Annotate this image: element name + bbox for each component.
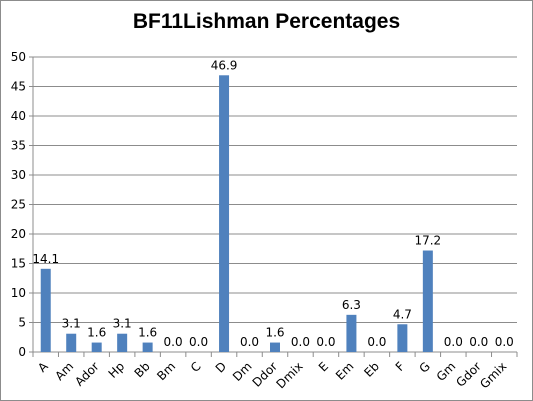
bar-Ador — [91, 342, 102, 352]
data-label-Gdor: 0.0 — [469, 335, 488, 349]
bar-Em — [346, 314, 357, 352]
bar-Bb — [142, 342, 153, 352]
data-label-A: 14.1 — [32, 252, 59, 266]
x-tick-label-Bm: Bm — [154, 359, 178, 383]
bar-F — [397, 324, 408, 352]
y-tick-label: 20 — [11, 227, 26, 241]
y-tick-label: 0 — [18, 345, 26, 359]
x-tick-label-Ddor: Ddor — [250, 359, 281, 390]
data-label-Em: 6.3 — [342, 298, 361, 312]
x-tick-label-G: G — [416, 359, 432, 375]
y-tick-label: 5 — [18, 316, 26, 330]
data-label-Eb: 0.0 — [367, 335, 386, 349]
bar-Hp — [117, 333, 128, 352]
axes — [29, 56, 518, 357]
y-tick-label: 25 — [11, 198, 26, 212]
y-tick-label: 30 — [11, 168, 26, 182]
data-label-F: 4.7 — [393, 307, 412, 321]
data-label-C: 0.0 — [189, 335, 208, 349]
x-tick-label-D: D — [213, 359, 229, 375]
x-tick-label-F: F — [393, 359, 408, 374]
data-label-Bm: 0.0 — [164, 335, 183, 349]
x-tick-label-Ador: Ador — [72, 359, 102, 389]
data-label-Bb: 1.6 — [138, 326, 157, 340]
x-tick-label-Bb: Bb — [132, 359, 153, 380]
data-label-Am: 3.1 — [62, 317, 81, 331]
y-tick-label: 15 — [11, 257, 26, 271]
y-tick-label: 35 — [11, 139, 26, 153]
bars — [40, 75, 433, 352]
bar-G — [422, 250, 433, 352]
data-label-Dmix: 0.0 — [291, 335, 310, 349]
x-tick-label-Eb: Eb — [361, 359, 382, 380]
data-label-Gm: 0.0 — [444, 335, 463, 349]
data-label-Gmix: 0.0 — [495, 335, 514, 349]
data-label-D: 46.9 — [211, 58, 238, 72]
gridlines — [33, 56, 517, 323]
data-label-E: 0.0 — [316, 335, 335, 349]
y-tick-label: 10 — [11, 286, 26, 300]
data-label-G: 17.2 — [414, 234, 441, 248]
x-tick-label-Gdor: Gdor — [453, 359, 484, 390]
x-tick-label-Hp: Hp — [106, 359, 128, 381]
chart-title: BF11Lishman Percentages — [132, 10, 401, 33]
data-labels: 14.1 3.1 1.6 3.1 1.6 0.0 0.0 46.9 0.0 1.6 0.0 0.0 6.… — [32, 58, 513, 349]
bar-A — [40, 268, 51, 352]
x-tick-label-E: E — [316, 359, 331, 374]
bar-Am — [66, 333, 77, 352]
x-tick-label-Dmix: Dmix — [274, 359, 306, 391]
data-label-Ddor: 1.6 — [265, 326, 284, 340]
y-tick-label: 40 — [11, 109, 26, 123]
y-tick-label: 45 — [11, 80, 26, 94]
data-label-Ador: 1.6 — [87, 326, 106, 340]
y-tick-label: 50 — [11, 50, 26, 64]
x-tick-label-Em: Em — [333, 359, 357, 383]
bar-Ddor — [270, 342, 280, 352]
data-label-Hp: 3.1 — [113, 317, 132, 331]
bar-D — [219, 75, 230, 352]
x-tick-label-A: A — [35, 359, 51, 375]
x-tick-label-Gmix: Gmix — [477, 359, 509, 391]
data-label-Dm: 0.0 — [240, 335, 259, 349]
y-tick-labels: 0 5 10 15 20 25 30 35 40 45 50 — [11, 50, 26, 359]
x-tick-label-C: C — [188, 359, 204, 375]
